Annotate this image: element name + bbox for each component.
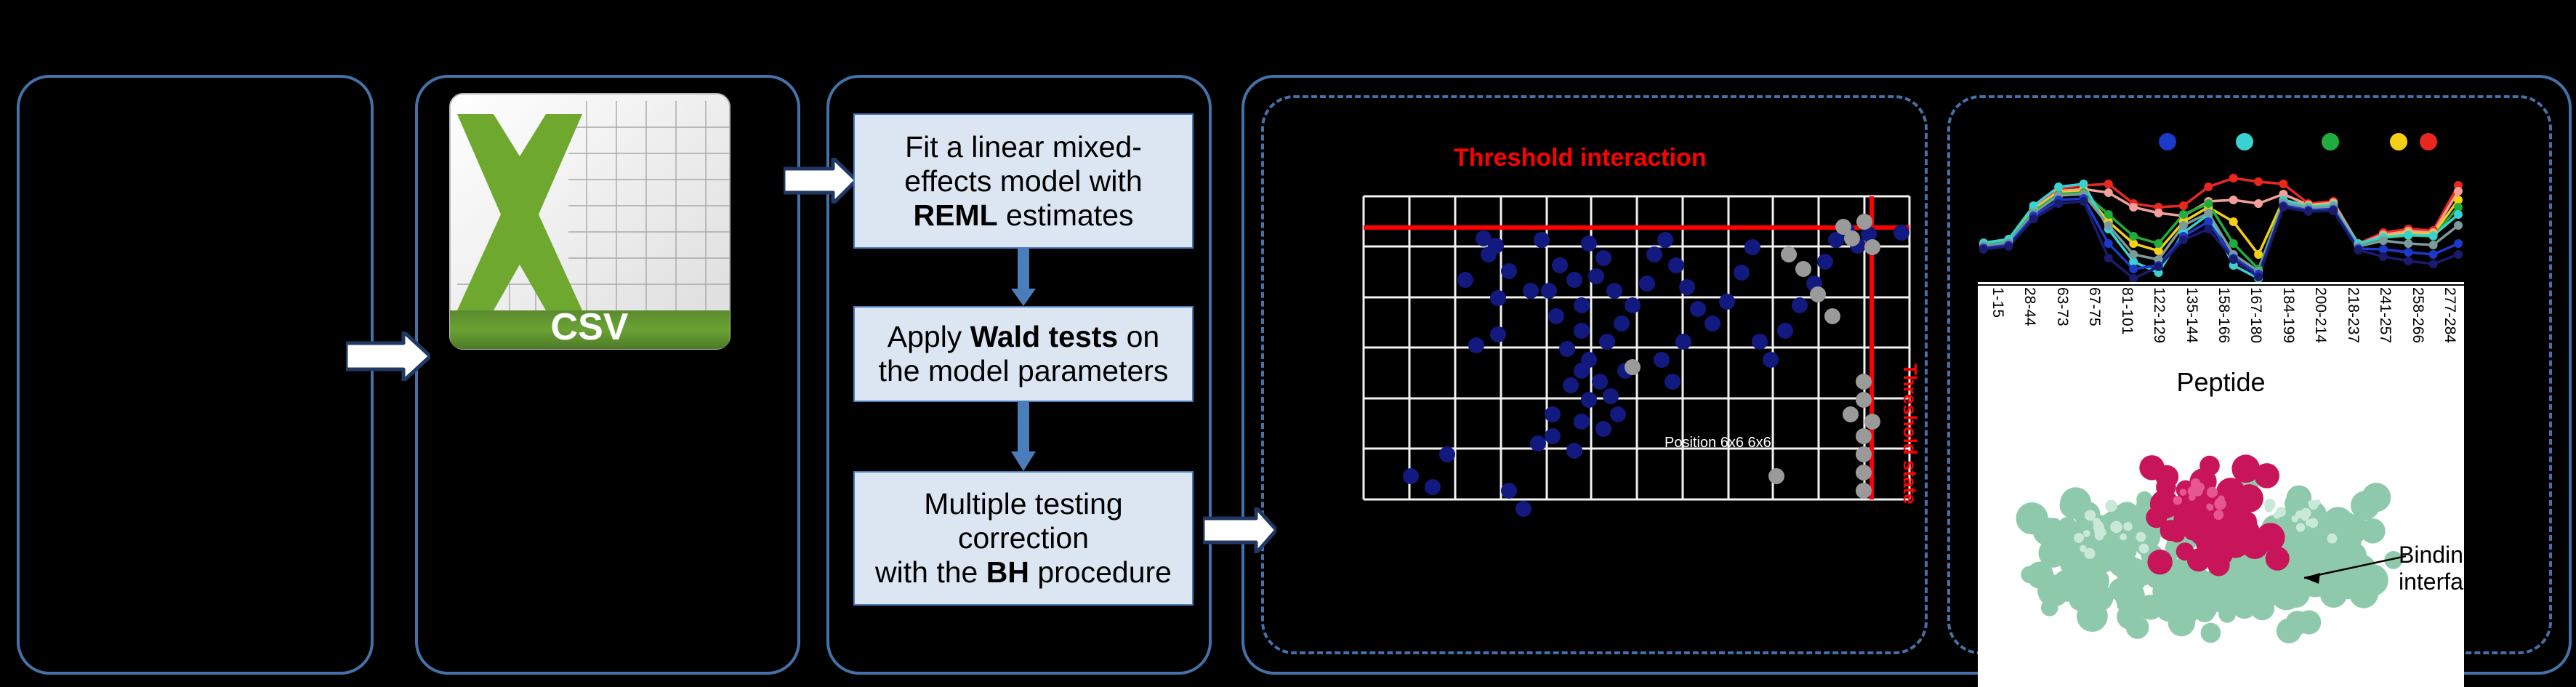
svg-text:CSV: CSV xyxy=(551,306,629,348)
